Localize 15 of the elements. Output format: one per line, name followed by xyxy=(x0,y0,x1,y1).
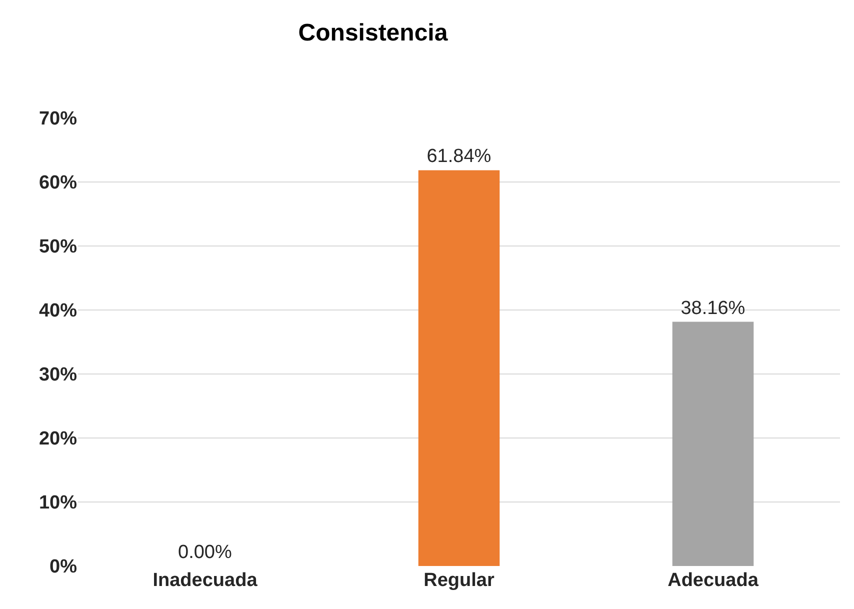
y-tick-label: 50% xyxy=(38,236,78,258)
y-tick-label: 30% xyxy=(38,364,78,386)
data-label: 0.00% xyxy=(178,542,232,563)
y-tick-label: 60% xyxy=(38,172,78,194)
y-tick-label: 10% xyxy=(38,492,78,514)
x-tick-label: Regular xyxy=(424,570,495,591)
y-tick-label: 40% xyxy=(38,300,78,322)
data-label: 61.84% xyxy=(426,146,492,168)
data-label: 38.16% xyxy=(680,298,746,319)
x-tick-label: Adecuada xyxy=(668,570,759,591)
y-tick-label: 70% xyxy=(38,108,78,130)
chart-title: Consistencia xyxy=(298,19,448,46)
y-tick-label: 0% xyxy=(50,556,78,578)
y-tick-label: 20% xyxy=(38,428,78,450)
x-tick-label: Inadecuada xyxy=(152,570,258,591)
